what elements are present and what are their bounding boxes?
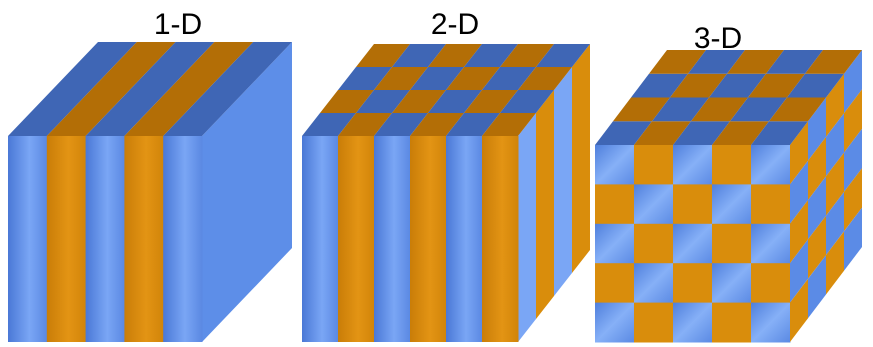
blue-cell <box>712 184 752 225</box>
blue-cell <box>634 184 674 225</box>
blue-cell <box>595 145 635 185</box>
orange-cell <box>712 302 752 343</box>
blue-cell <box>751 302 791 343</box>
orange-side-cell <box>844 168 862 232</box>
blue-layer <box>163 136 203 342</box>
orange-cell <box>712 223 752 264</box>
orange-cell <box>595 263 635 304</box>
blue-rod-face <box>446 136 483 342</box>
blue-top-cell <box>751 121 808 145</box>
blue-side-cell <box>826 113 844 177</box>
side-face <box>202 42 292 342</box>
blue-side-cell <box>808 255 826 319</box>
orange-top-cell <box>634 121 691 145</box>
panel-label-2d: 2-D <box>431 8 479 41</box>
blue-side-cell <box>808 97 826 161</box>
blue-top-cell <box>709 73 766 98</box>
blue-side-cell <box>808 176 826 240</box>
blue-top-cell <box>652 97 709 122</box>
blue-side-cell <box>790 160 808 224</box>
orange-layer <box>124 136 164 342</box>
blue-top-cell <box>673 121 730 145</box>
orange-side-cell <box>826 231 844 295</box>
orange-layer-top <box>124 42 254 136</box>
orange-top-cell <box>727 50 784 74</box>
blue-layer-top <box>85 42 215 136</box>
blue-cell <box>712 263 752 304</box>
blue-top-cell <box>631 73 688 98</box>
blue-layer-top <box>8 42 137 136</box>
blue-cell <box>634 263 674 304</box>
three-d-checker-lattice-cube <box>595 50 862 343</box>
orange-cell <box>712 145 752 185</box>
orange-rod-face <box>410 136 447 342</box>
two-d-rod-lattice-cube <box>302 44 590 342</box>
blue-top-cell <box>688 50 745 74</box>
orange-top-cell <box>748 73 805 98</box>
blue-rod-face <box>302 136 339 342</box>
panel-label-3d: 3-D <box>694 22 742 55</box>
blue-cell <box>673 145 713 185</box>
orange-rod-face <box>482 136 519 342</box>
blue-top-cell <box>536 44 590 67</box>
orange-side-cell <box>826 73 844 137</box>
orange-top-cell <box>712 121 769 145</box>
orange-top-cell <box>518 67 572 90</box>
orange-cell <box>634 223 674 264</box>
blue-layer <box>85 136 125 342</box>
blue-layer-top <box>163 42 292 136</box>
orange-top-cell <box>482 113 536 136</box>
orange-side-cell <box>826 152 844 216</box>
orange-side-cell <box>790 121 808 185</box>
blue-side-stripe <box>518 113 536 342</box>
blue-cell <box>751 223 791 264</box>
orange-side-cell <box>808 136 826 201</box>
orange-side-cell <box>808 215 826 279</box>
blue-cell <box>673 223 713 264</box>
orange-top-cell <box>670 73 727 98</box>
orange-layer <box>46 136 87 342</box>
blue-cell <box>595 223 635 264</box>
one-d-layered-cube <box>8 42 292 342</box>
orange-top-cell <box>805 50 862 74</box>
orange-side-cell <box>844 89 862 153</box>
orange-side-cell <box>790 278 808 342</box>
orange-cell <box>673 184 713 225</box>
blue-rod-face <box>374 136 411 342</box>
blue-cell <box>673 302 713 343</box>
blue-side-cell <box>844 128 862 192</box>
orange-rod-face <box>338 136 375 342</box>
blue-side-cell <box>844 207 862 271</box>
orange-top-cell <box>649 50 706 74</box>
blue-cell <box>751 145 791 185</box>
orange-top-cell <box>613 97 670 122</box>
orange-top-cell <box>769 97 826 122</box>
blue-side-cell <box>826 191 844 256</box>
blue-top-cell <box>500 90 554 113</box>
blue-layer <box>8 136 48 342</box>
blue-cell <box>595 302 635 343</box>
orange-cell <box>751 184 791 225</box>
blue-top-cell <box>766 50 823 74</box>
orange-cell <box>634 145 674 185</box>
orange-cell <box>673 263 713 304</box>
orange-side-stripe <box>572 44 590 273</box>
blue-top-cell <box>595 121 652 145</box>
orange-layer-top <box>46 42 176 136</box>
blue-side-cell <box>790 239 808 303</box>
orange-top-cell <box>691 97 748 122</box>
blue-side-stripe <box>554 67 572 296</box>
blue-side-cell <box>844 50 862 114</box>
orange-side-stripe <box>536 90 554 319</box>
orange-cell <box>634 302 674 343</box>
orange-cell <box>595 184 635 225</box>
blue-top-cell <box>730 97 787 122</box>
orange-cell <box>751 263 791 304</box>
blue-top-cell <box>787 73 844 98</box>
panel-label-1d: 1-D <box>154 8 202 41</box>
orange-side-cell <box>790 200 808 264</box>
